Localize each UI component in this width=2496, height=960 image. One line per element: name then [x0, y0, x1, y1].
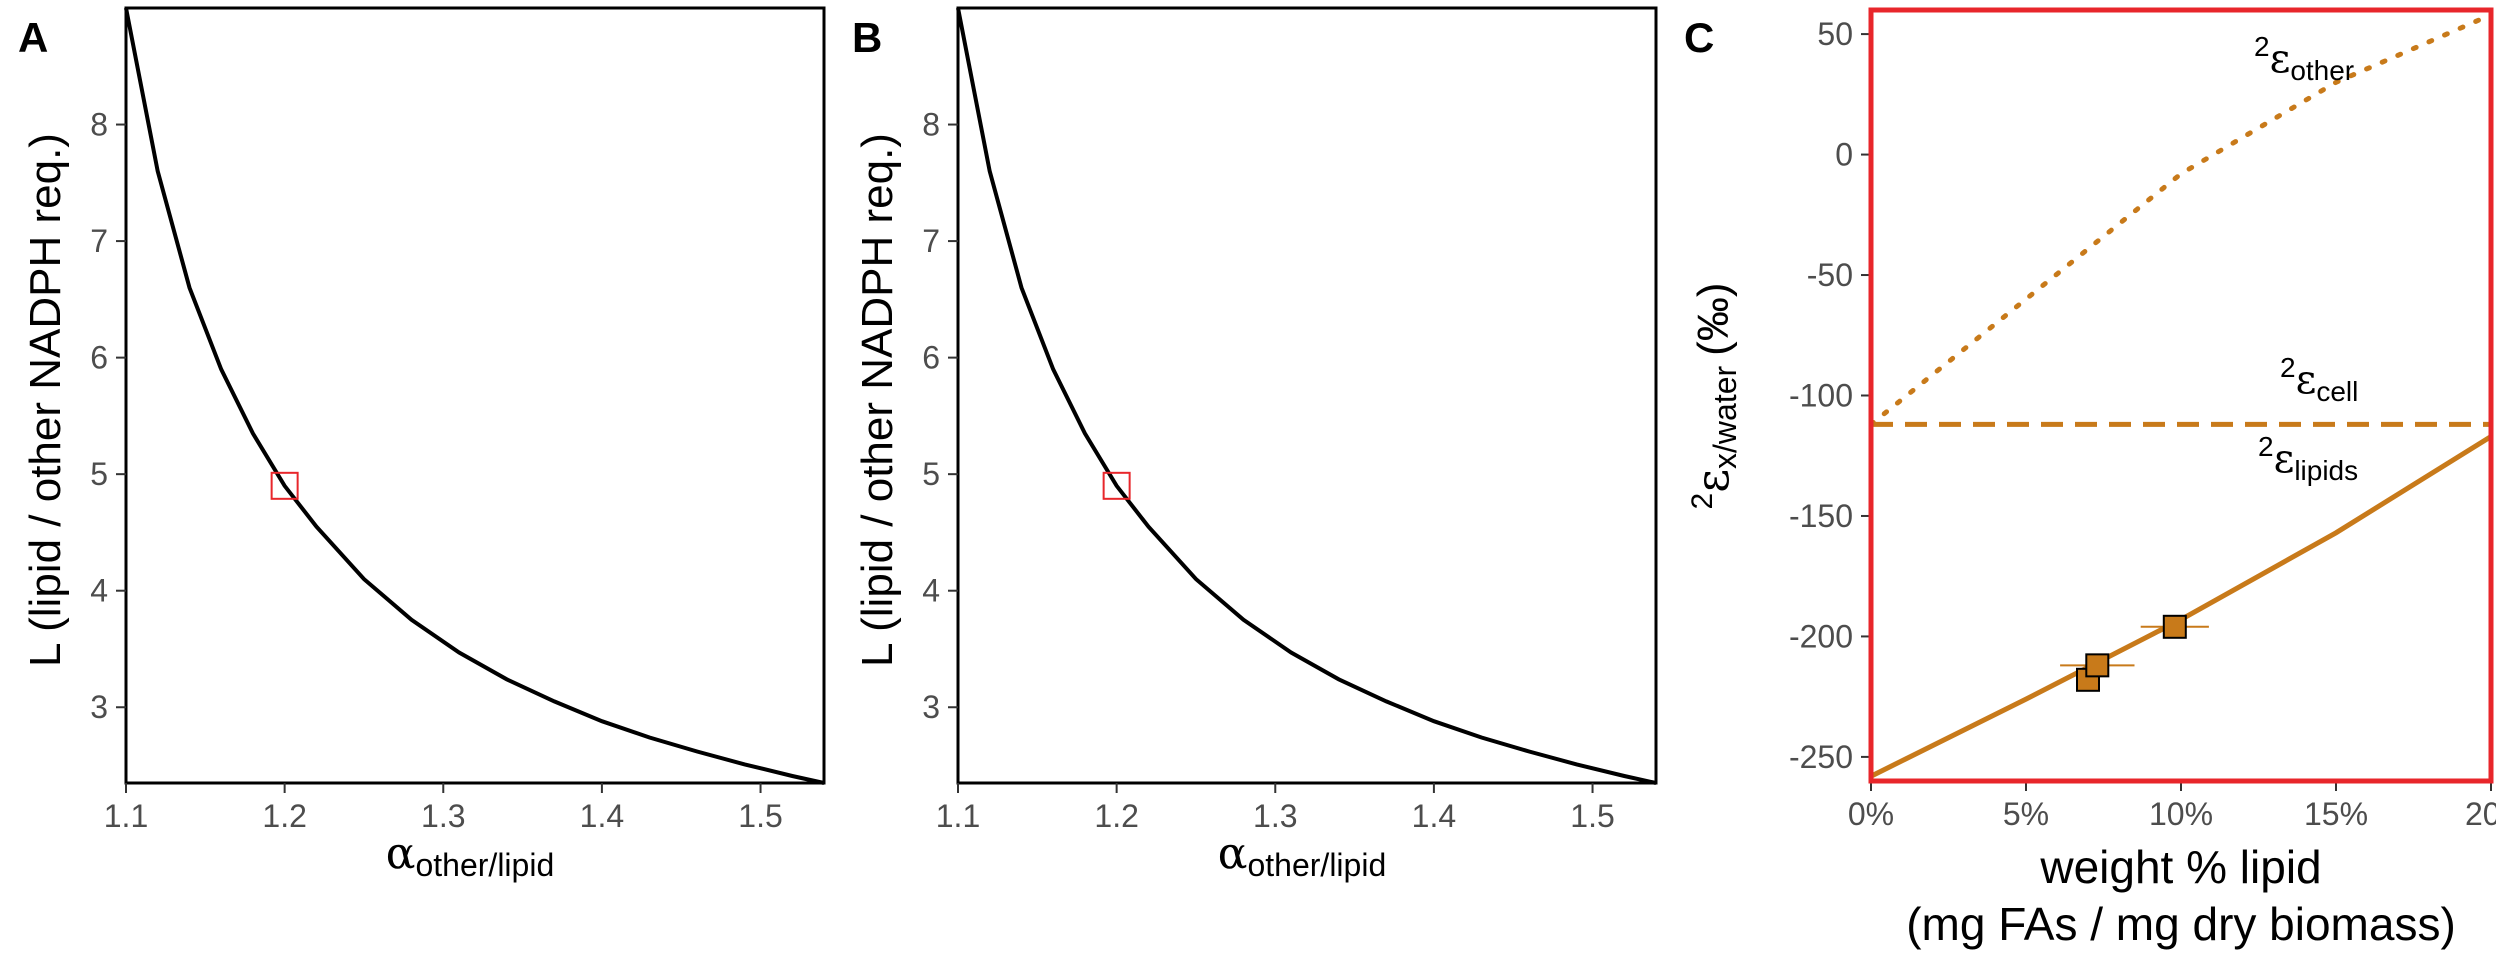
x-ticks-b: 1.1 1.2 1.3 1.4 1.5 [936, 783, 1615, 834]
series-label-lipids-main: ε [2274, 436, 2295, 482]
y-tick-label-a-1: 4 [90, 573, 108, 609]
x-tick-label-b-1: 1.2 [1094, 798, 1138, 834]
series-label-other-sub: other [2290, 55, 2354, 86]
x-axis-label-c-line2: (mg FAs / mg dry biomass) [1906, 898, 2456, 950]
x-axis-label-b: αother/lipid [1218, 828, 1386, 883]
series-lipids-line [1869, 434, 2493, 779]
y-axis-label-c-unit: (‰) [1689, 283, 1738, 356]
series-c [1868, 12, 2494, 779]
panel-label-b: B [852, 14, 882, 61]
series-label-cell-sup: 2 [2280, 352, 2296, 383]
y-tick-label-c-6: 50 [1817, 16, 1853, 52]
panel-b: B 3 4 5 6 7 8 1.1 1.2 1.3 1.4 1.5 L (lipid / othe… [852, 6, 1658, 883]
series-label-cell-sub: cell [2316, 376, 2358, 407]
x-ticks-c: 0% 5% 10% 15% 20 [1848, 781, 2496, 832]
y-tick-label-a-2: 5 [90, 456, 108, 492]
x-axis-label-c: weight % lipid [2039, 841, 2321, 893]
y-ticks-a: 3 4 5 6 7 8 [90, 107, 126, 725]
data-point-1 [2085, 653, 2110, 678]
marker-a [270, 471, 299, 500]
x-tick-label-b-0: 1.1 [936, 798, 980, 834]
x-axis-label-b-main: α [1218, 828, 1248, 879]
marker-b [1102, 471, 1131, 500]
y-ticks-b: 3 4 5 6 7 8 [922, 107, 958, 725]
y-tick-label-b-1: 4 [922, 573, 940, 609]
x-tick-label-a-3: 1.4 [580, 798, 624, 834]
y-tick-label-c-5: 0 [1835, 137, 1853, 173]
panel-a: A 3 4 5 6 7 8 1.1 1.2 1.3 1.4 1.5 L (lipid / othe… [18, 6, 826, 883]
x-tick-label-a-1: 1.2 [262, 798, 306, 834]
y-tick-label-b-3: 6 [922, 340, 940, 376]
series-label-lipids-sup: 2 [2258, 431, 2274, 462]
x-axis-label-a: αother/lipid [386, 828, 554, 883]
x-tick-label-b-3: 1.4 [1412, 798, 1456, 834]
y-tick-label-b-0: 3 [922, 689, 940, 725]
plot-frame-c [1868, 7, 2494, 784]
y-axis-label-c-main: ε [1685, 469, 1739, 493]
series-label-other: 2εother [2254, 31, 2354, 86]
y-tick-label-c-2: -150 [1789, 498, 1853, 534]
x-tick-label-a-0: 1.1 [104, 798, 148, 834]
x-ticks-a: 1.1 1.2 1.3 1.4 1.5 [104, 783, 783, 834]
series-label-lipids: 2εlipids [2258, 431, 2358, 486]
x-tick-label-c-4: 20 [2465, 796, 2496, 832]
x-axis-label-a-sub: other/lipid [415, 847, 554, 883]
x-axis-label-a-main: α [386, 828, 416, 879]
panel-label-c: C [1684, 14, 1714, 61]
plot-frame-a [124, 6, 826, 785]
series-label-other-main: ε [2270, 36, 2291, 82]
y-axis-label-c-sub: x/water [1707, 365, 1743, 468]
y-ticks-c: -250 -200 -150 -100 -50 0 50 [1789, 16, 1871, 775]
x-tick-label-b-4: 1.5 [1570, 798, 1614, 834]
points-c [2060, 614, 2209, 692]
x-tick-label-c-2: 10% [2149, 796, 2213, 832]
curve-a [124, 7, 825, 785]
y-tick-label-a-3: 6 [90, 340, 108, 376]
curve-b [956, 7, 1657, 785]
x-tick-label-b-2: 1.3 [1253, 798, 1297, 834]
series-label-cell: 2εcell [2280, 352, 2358, 407]
series-label-cell-main: ε [2296, 357, 2317, 403]
x-tick-label-a-2: 1.3 [421, 798, 465, 834]
y-tick-label-c-1: -200 [1789, 618, 1853, 654]
y-tick-label-c-0: -250 [1789, 739, 1853, 775]
y-tick-label-b-4: 7 [922, 223, 940, 259]
series-other-line [1868, 12, 2494, 427]
y-tick-label-c-4: -50 [1807, 257, 1853, 293]
y-tick-label-a-4: 7 [90, 223, 108, 259]
y-tick-label-c-3: -100 [1789, 378, 1853, 414]
y-axis-label-c-sup: 2 [1686, 493, 1719, 510]
x-tick-label-c-3: 15% [2304, 796, 2368, 832]
y-tick-label-a-5: 8 [90, 107, 108, 143]
y-tick-label-b-5: 8 [922, 107, 940, 143]
x-tick-label-a-4: 1.5 [738, 798, 782, 834]
series-label-lipids-sub: lipids [2294, 455, 2358, 486]
panel-label-a: A [18, 14, 48, 61]
y-tick-label-b-2: 5 [922, 456, 940, 492]
data-point-2 [2162, 614, 2187, 639]
y-tick-label-a-0: 3 [90, 689, 108, 725]
plot-frame-b [956, 6, 1658, 785]
series-label-other-sup: 2 [2254, 31, 2270, 62]
x-axis-label-b-sub: other/lipid [1247, 847, 1386, 883]
y-axis-label-b: L (lipid / other NADPH req.) [853, 133, 902, 667]
x-tick-label-c-0: 0% [1848, 796, 1894, 832]
y-axis-label-a: L (lipid / other NADPH req.) [21, 133, 70, 667]
y-axis-label-c: 2εx/water (‰) [1685, 283, 1743, 510]
x-tick-label-c-1: 5% [2003, 796, 2049, 832]
